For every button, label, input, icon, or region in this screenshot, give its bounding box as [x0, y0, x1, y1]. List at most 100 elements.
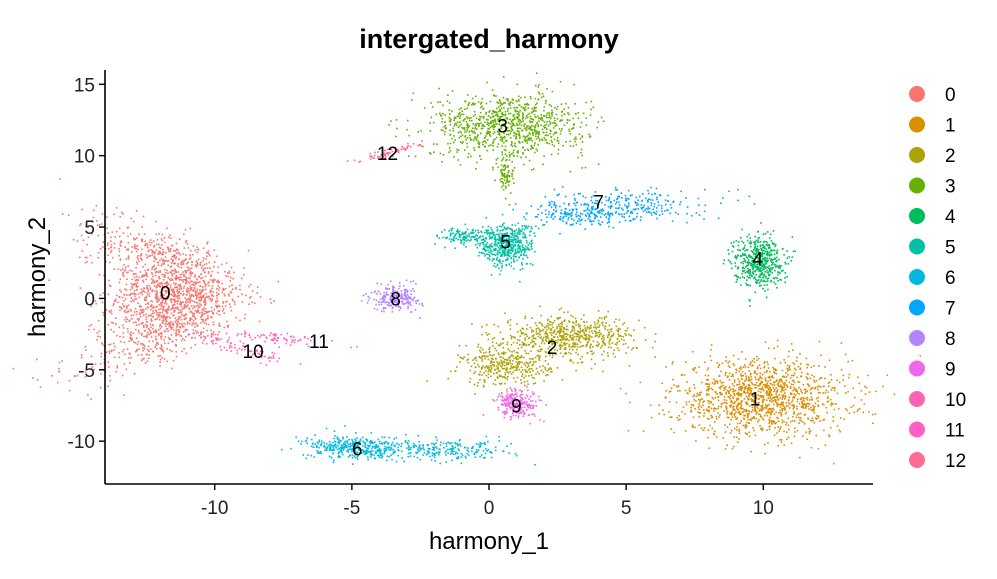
data-point — [125, 311, 128, 314]
data-point — [492, 383, 495, 385]
data-point — [739, 366, 742, 368]
data-point — [723, 401, 726, 404]
data-point — [185, 335, 187, 338]
data-point — [504, 312, 506, 314]
data-point — [212, 311, 214, 314]
data-point — [503, 132, 505, 135]
data-point — [739, 407, 741, 409]
data-point — [519, 335, 521, 337]
data-point — [546, 332, 548, 335]
data-point — [199, 300, 201, 302]
data-point — [477, 146, 480, 148]
data-point — [179, 315, 182, 318]
data-point — [127, 256, 130, 259]
data-point — [182, 290, 184, 293]
data-point — [188, 308, 191, 310]
data-point — [551, 338, 554, 341]
data-point — [738, 394, 740, 397]
data-point — [113, 268, 115, 270]
data-point — [138, 260, 140, 263]
data-point — [223, 326, 226, 329]
data-point — [581, 135, 583, 137]
data-point — [824, 444, 827, 446]
data-point — [539, 348, 542, 350]
data-point — [733, 392, 735, 395]
data-point — [140, 305, 142, 308]
data-point — [457, 354, 459, 356]
data-point — [186, 290, 188, 292]
data-point — [761, 388, 764, 390]
data-point — [162, 318, 165, 320]
data-point — [767, 442, 769, 444]
data-point — [142, 309, 144, 311]
data-point — [526, 139, 529, 141]
data-point — [793, 381, 796, 384]
data-point — [819, 392, 821, 394]
data-point — [32, 377, 34, 379]
data-point — [170, 245, 173, 247]
data-point — [92, 216, 95, 219]
data-point — [753, 372, 756, 375]
data-point — [444, 131, 446, 133]
data-point — [748, 435, 751, 438]
data-point — [130, 217, 132, 220]
data-point — [196, 324, 199, 326]
data-point — [182, 326, 185, 328]
data-point — [800, 375, 802, 378]
data-point — [176, 334, 178, 336]
data-point — [772, 366, 774, 369]
data-point — [161, 285, 164, 287]
data-point — [725, 391, 727, 394]
data-point — [535, 72, 538, 74]
data-point — [826, 401, 829, 403]
data-point — [106, 244, 109, 247]
data-point — [745, 433, 748, 435]
data-point — [731, 447, 734, 450]
data-point — [149, 244, 152, 246]
data-point — [860, 389, 863, 392]
data-point — [757, 420, 759, 423]
data-point — [482, 143, 484, 146]
data-point — [553, 336, 556, 338]
data-point — [762, 419, 765, 421]
data-point — [789, 387, 792, 390]
data-point — [113, 242, 116, 245]
data-point — [197, 309, 199, 311]
data-point — [575, 138, 577, 140]
data-point — [764, 341, 767, 344]
data-point — [91, 221, 94, 223]
data-point — [511, 119, 513, 122]
data-point — [137, 319, 140, 322]
data-point — [141, 226, 143, 228]
data-point — [749, 240, 752, 243]
data-point — [775, 395, 778, 397]
data-point — [194, 317, 197, 319]
data-point — [183, 260, 186, 262]
data-point — [530, 121, 533, 123]
data-point — [743, 398, 746, 400]
data-point — [557, 140, 560, 142]
data-point — [162, 297, 164, 299]
data-point — [497, 363, 499, 365]
data-point — [173, 269, 175, 272]
data-point — [131, 287, 134, 289]
data-point — [151, 242, 153, 244]
data-point — [767, 367, 770, 369]
data-point — [165, 290, 167, 292]
data-point — [193, 305, 195, 308]
data-point — [475, 125, 477, 127]
data-point — [555, 333, 557, 335]
data-point — [768, 403, 771, 406]
data-point — [606, 352, 609, 354]
data-point — [589, 347, 592, 349]
data-point — [597, 163, 600, 165]
data-point — [658, 404, 660, 406]
data-point — [747, 379, 749, 381]
data-point — [719, 387, 722, 390]
data-point — [510, 365, 513, 367]
data-point — [504, 110, 507, 113]
data-point — [720, 370, 722, 373]
data-point — [572, 316, 574, 318]
data-point — [585, 330, 587, 332]
data-point — [707, 389, 709, 392]
